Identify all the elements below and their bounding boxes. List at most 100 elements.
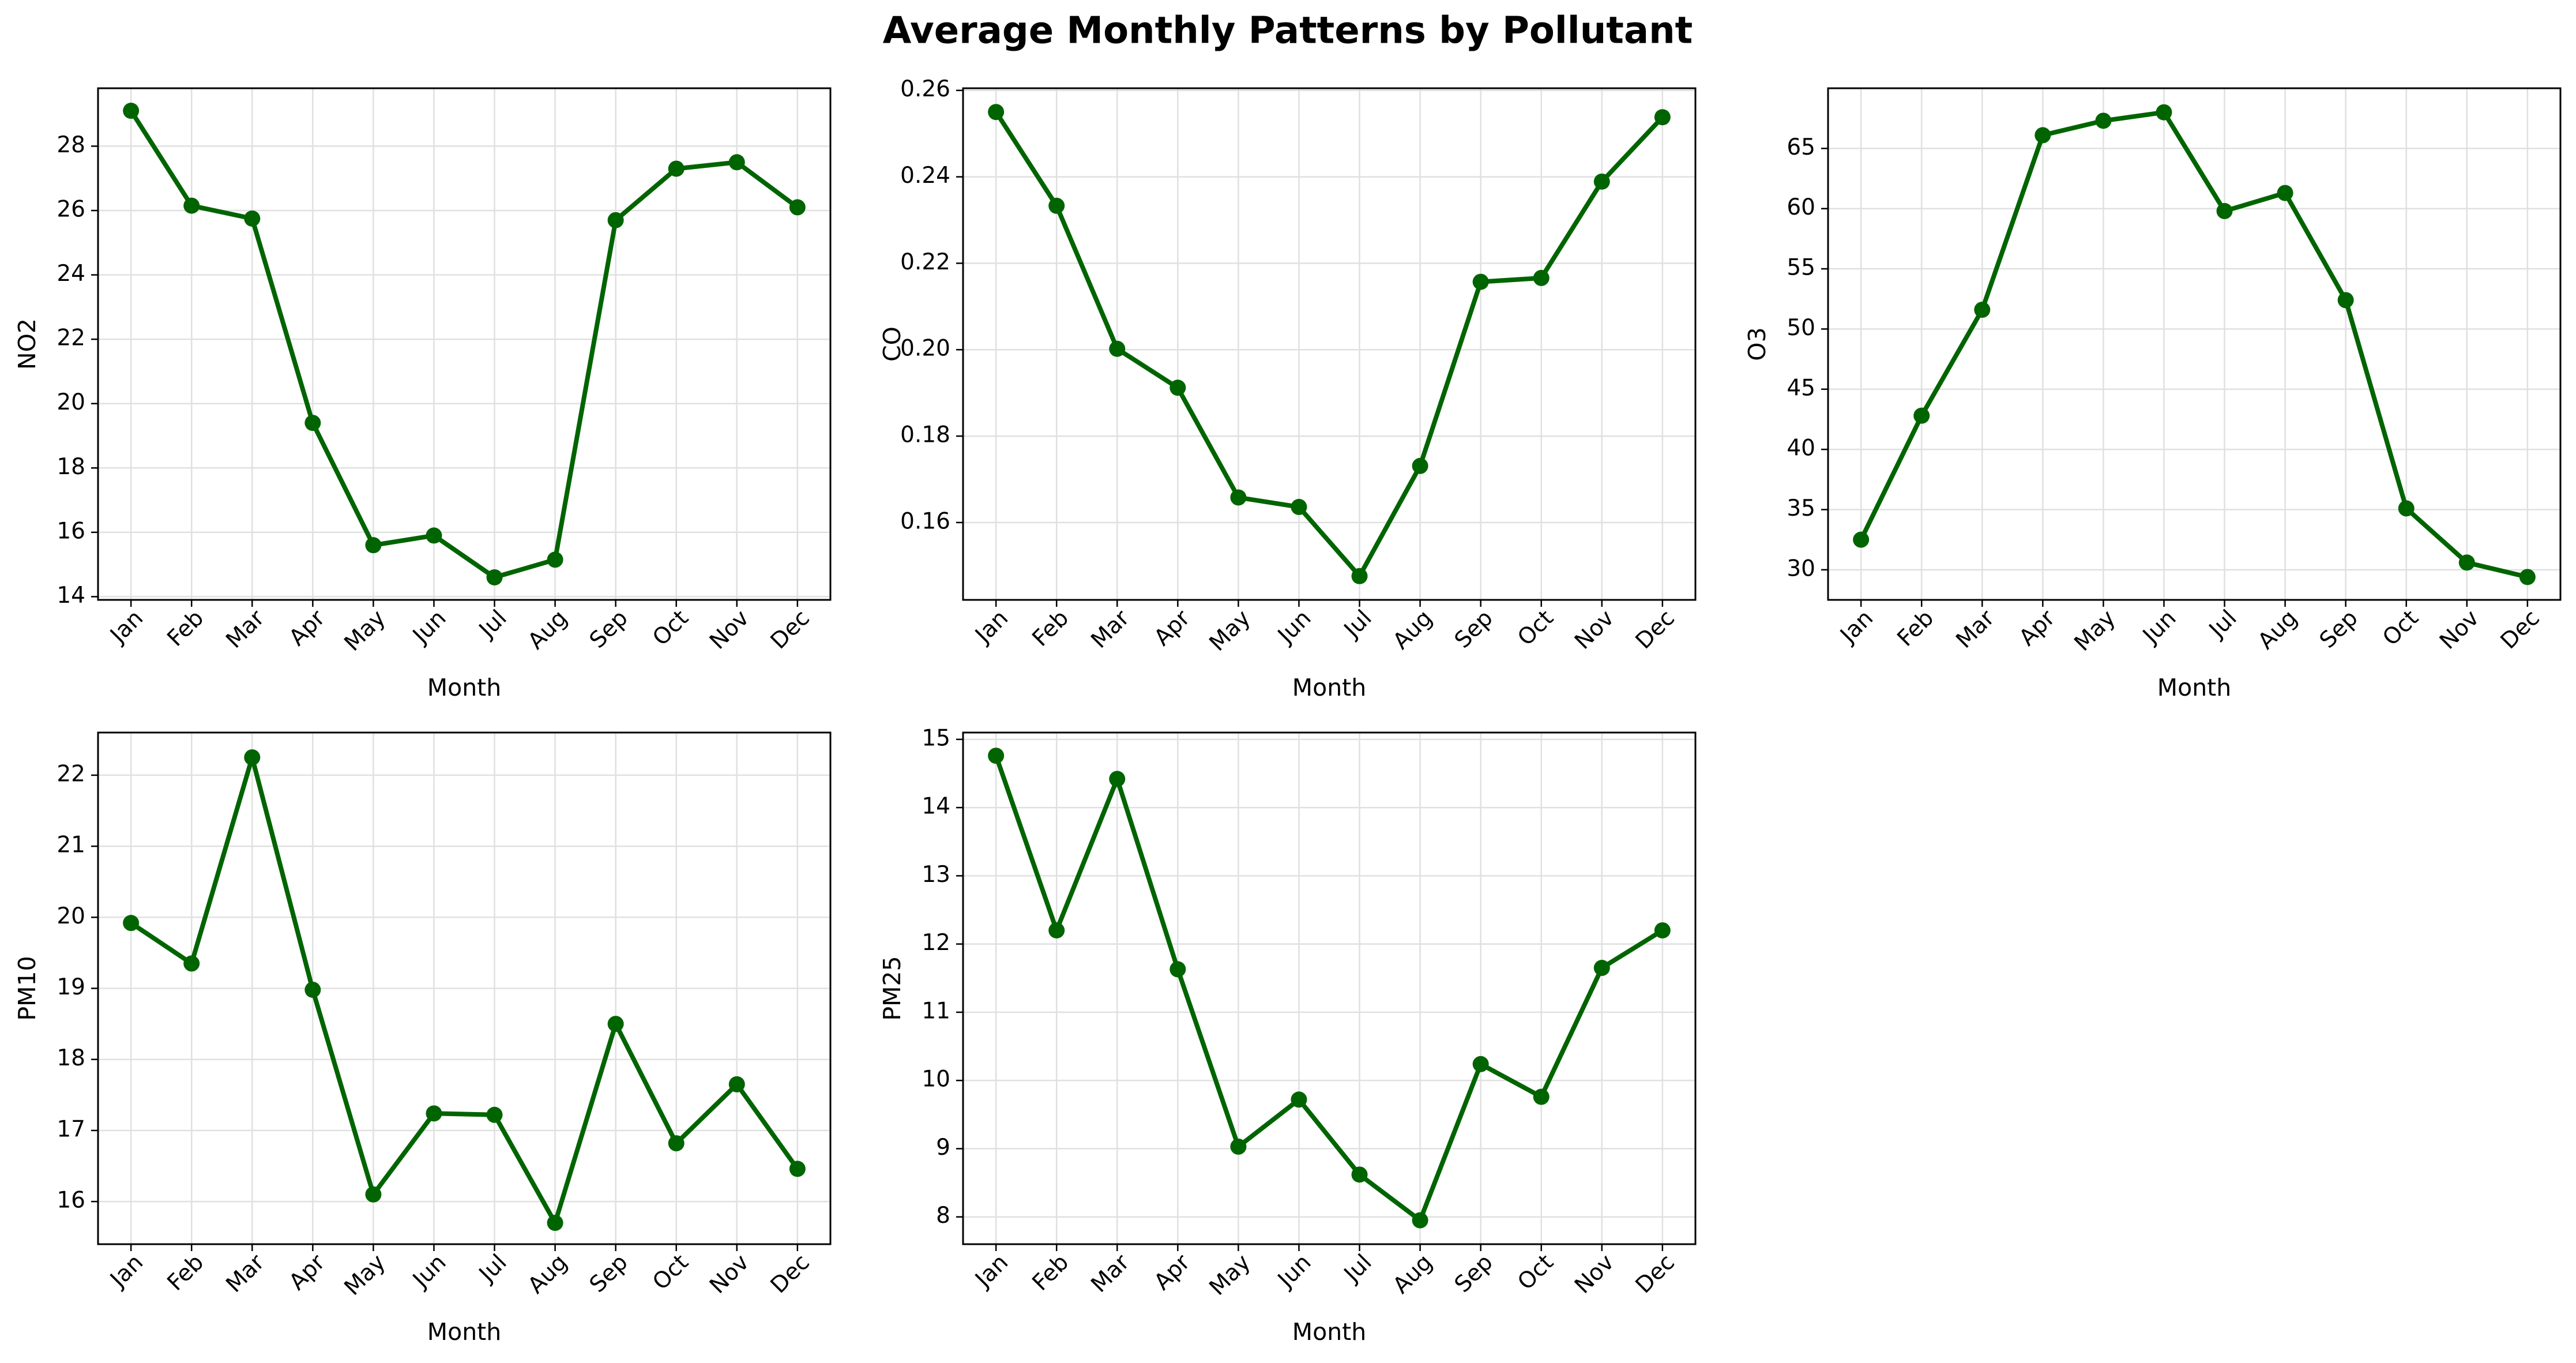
y-tick-label: 60 [1787, 194, 1815, 220]
data-point [1472, 1056, 1489, 1072]
y-tick-label: 50 [1787, 315, 1815, 341]
y-tick-label: 13 [922, 862, 950, 888]
data-point [728, 154, 745, 171]
data-point [1109, 771, 1126, 787]
data-point [1412, 457, 1428, 474]
axes-frame [97, 87, 832, 601]
y-tick-label: 0.20 [900, 336, 950, 362]
data-point [668, 160, 685, 177]
data-point [1169, 961, 1186, 978]
data-point [1291, 498, 1307, 515]
data-point [607, 1016, 624, 1032]
data-point [1048, 922, 1065, 938]
series-line-no2 [129, 109, 799, 580]
data-point [1533, 269, 1550, 286]
data-point [1654, 109, 1671, 126]
data-point [2095, 112, 2112, 129]
y-tick-label: 24 [57, 261, 85, 287]
x-axis-label: Month [1292, 674, 1367, 701]
y-tick-label: 40 [1787, 435, 1815, 461]
x-axis-label: Month [1292, 1318, 1367, 1346]
y-tick-label: 30 [1787, 555, 1815, 581]
y-tick-label: 45 [1787, 375, 1815, 401]
data-point [2277, 185, 2293, 201]
y-tick-label: 8 [936, 1203, 950, 1229]
y-tick-label: 22 [57, 761, 85, 787]
y-tick-label: 11 [922, 998, 950, 1024]
data-point [1654, 922, 1671, 938]
data-point [607, 212, 624, 228]
data-point [1593, 960, 1610, 977]
data-point [2035, 127, 2051, 144]
data-point [486, 569, 503, 585]
data-point [183, 197, 200, 214]
data-point [1291, 1091, 1307, 1108]
data-point [1169, 380, 1186, 396]
y-tick-label: 10 [922, 1067, 950, 1092]
data-point [1048, 197, 1065, 214]
data-point [2398, 500, 2415, 517]
y-tick-label: 22 [57, 325, 85, 351]
data-point [789, 199, 806, 216]
y-tick-label: 18 [57, 1045, 85, 1071]
y-tick-label: 14 [57, 583, 85, 609]
y-tick-label: 0.24 [900, 163, 950, 189]
y-tick-label: 20 [57, 389, 85, 415]
y-tick-label: 55 [1787, 255, 1815, 281]
y-axis-label: PM10 [13, 956, 41, 1020]
axes-frame [962, 87, 1697, 601]
data-point [1853, 531, 1870, 548]
data-point [789, 1161, 806, 1177]
data-point [365, 1186, 382, 1203]
x-axis-label: Month [427, 674, 502, 701]
data-point [2458, 554, 2475, 571]
y-tick-label: 28 [57, 132, 85, 158]
data-point [668, 1135, 685, 1152]
y-tick-label: 0.16 [900, 508, 950, 534]
data-point [1351, 1166, 1368, 1183]
y-tick-label: 18 [57, 454, 85, 480]
y-axis-label: PM25 [878, 956, 906, 1020]
axes-frame [962, 731, 1697, 1245]
axes-frame [1827, 87, 2562, 601]
data-point [1412, 1212, 1428, 1229]
data-point [304, 415, 321, 431]
data-point [304, 981, 321, 998]
x-axis-label: Month [2157, 674, 2232, 701]
data-point [1593, 173, 1610, 190]
y-tick-label: 21 [57, 832, 85, 858]
data-point [426, 1105, 442, 1122]
y-axis-label: CO [878, 326, 906, 362]
data-point [244, 749, 261, 766]
axes-frame [97, 731, 832, 1245]
series-line-o3 [1859, 110, 2528, 580]
figure-title: Average Monthly Patterns by Pollutant [883, 10, 1693, 52]
y-tick-label: 16 [57, 1188, 85, 1214]
y-axis-label: NO2 [13, 318, 41, 370]
y-axis-label: O3 [1743, 327, 1771, 361]
data-point [988, 104, 1005, 121]
data-point [1472, 273, 1489, 290]
data-point [2337, 292, 2354, 309]
data-point [1974, 302, 1991, 318]
data-point [2519, 569, 2536, 585]
y-tick-label: 0.18 [900, 422, 950, 448]
data-point [123, 103, 140, 119]
y-tick-label: 15 [922, 725, 950, 751]
y-tick-label: 35 [1787, 495, 1815, 521]
data-point [1533, 1088, 1550, 1105]
y-tick-label: 14 [922, 794, 950, 820]
series-line-co [994, 111, 1664, 579]
y-tick-label: 0.26 [900, 76, 950, 102]
y-tick-label: 65 [1787, 134, 1815, 160]
y-tick-label: 12 [922, 930, 950, 956]
y-tick-label: 16 [57, 518, 85, 544]
y-tick-label: 19 [57, 974, 85, 1000]
data-point [244, 210, 261, 227]
data-point [2216, 202, 2233, 219]
data-point [1351, 568, 1368, 584]
data-point [547, 1215, 563, 1231]
y-tick-label: 9 [936, 1135, 950, 1161]
